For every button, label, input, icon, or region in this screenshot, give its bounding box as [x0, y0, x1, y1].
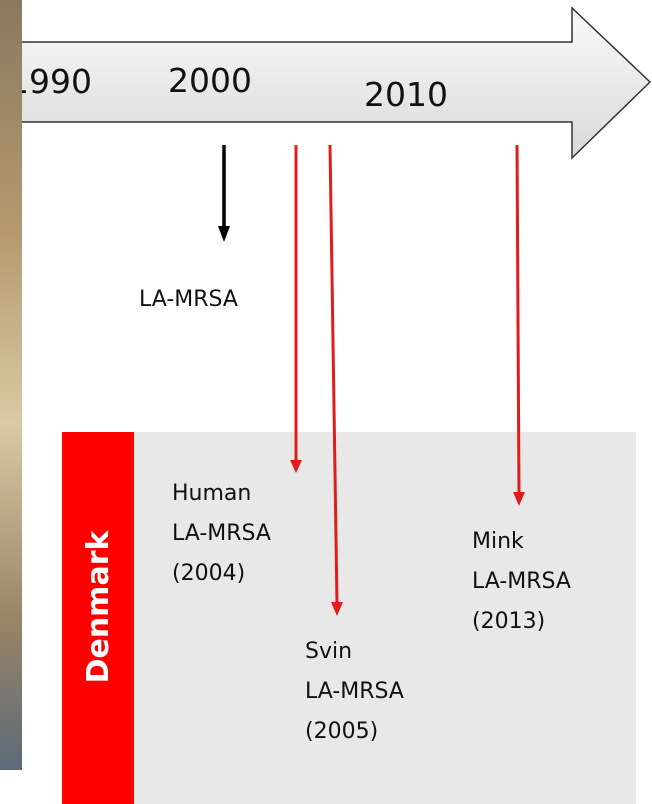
event-label: (2005) — [305, 719, 378, 744]
year-label: 2000 — [168, 61, 252, 100]
event-label: LA-MRSA — [172, 521, 271, 546]
event-label: LA-MRSA — [472, 569, 571, 594]
event-label: (2004) — [172, 561, 245, 586]
slide: 1990 2000 2010 LA-MRSA Denmark Human LA-… — [0, 0, 652, 804]
event-label: LA-MRSA — [305, 679, 404, 704]
photo-strip — [0, 0, 22, 770]
event-label: Svin — [305, 639, 352, 664]
year-label: 2010 — [364, 75, 448, 114]
timeline-arrow — [10, 8, 650, 158]
event-label: Mink — [472, 529, 524, 554]
marker-label: LA-MRSA — [139, 287, 238, 312]
event-label: Human — [172, 481, 251, 506]
region-box — [62, 432, 636, 804]
region-label: Denmark — [81, 530, 116, 684]
event-label: (2013) — [472, 609, 545, 634]
page: {"timeline": {"labels": ["1990", "2000",… — [0, 0, 652, 804]
arrow-head — [218, 226, 230, 242]
arrow — [517, 145, 519, 494]
